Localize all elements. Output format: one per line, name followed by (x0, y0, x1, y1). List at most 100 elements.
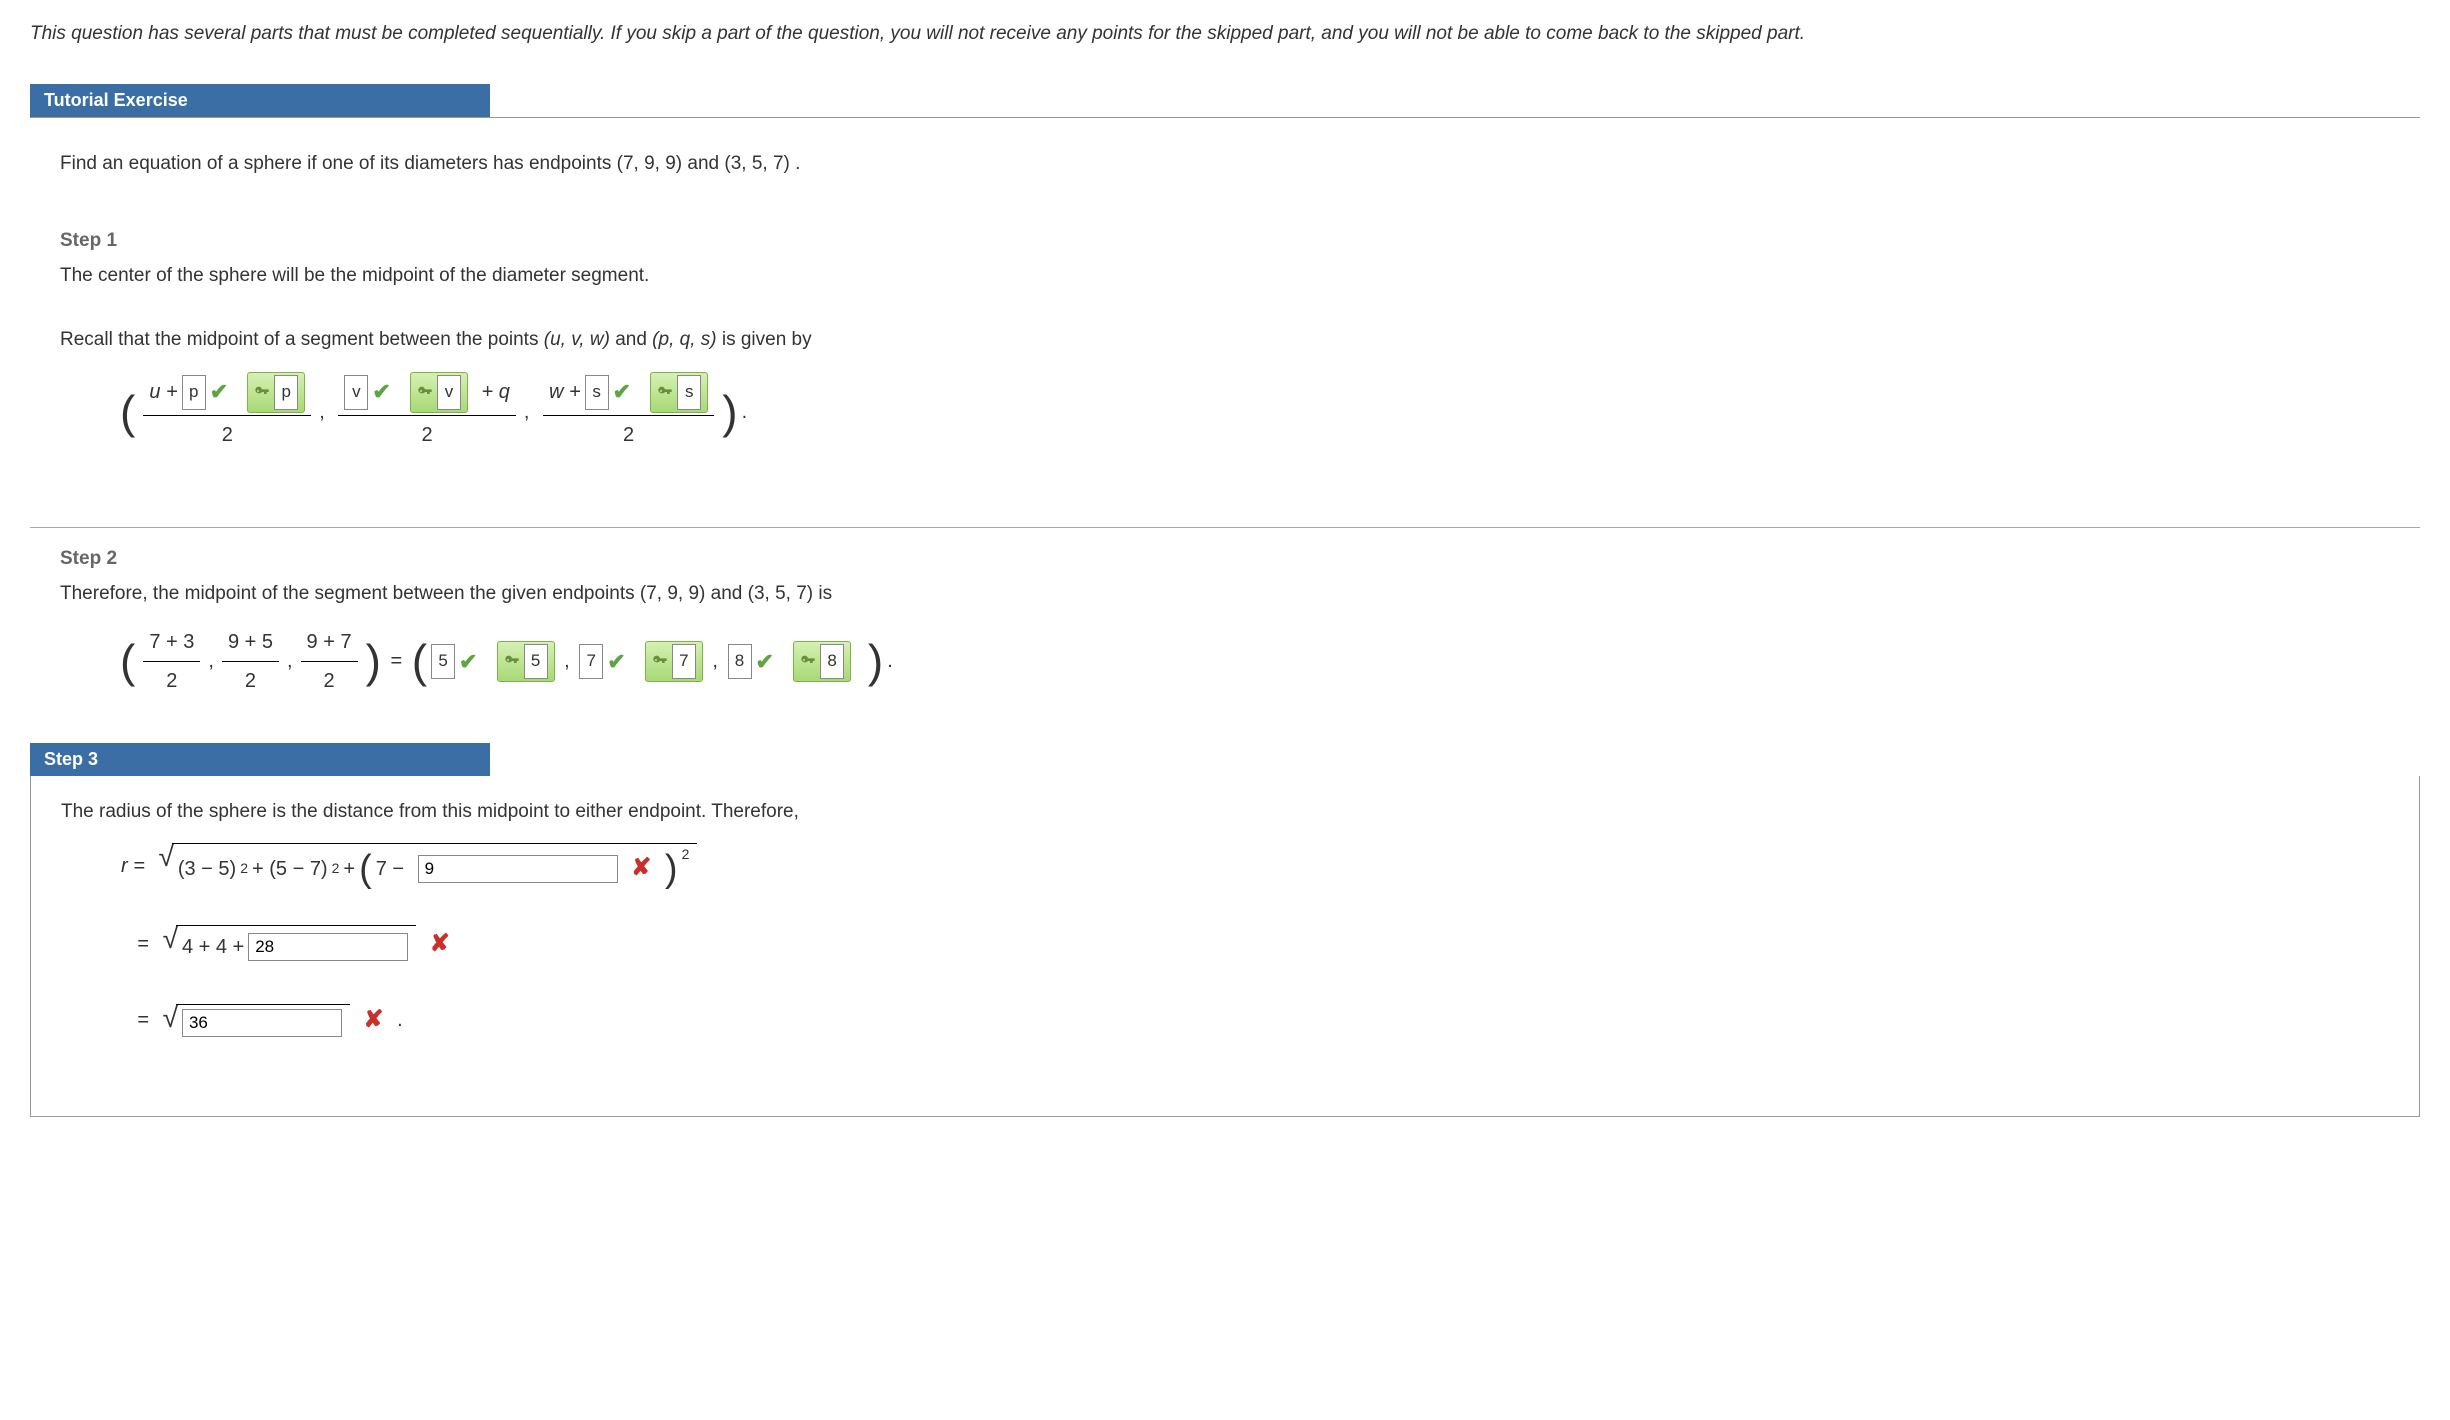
step1-formula: ( u + p ✔ p 2 , v ✔ (120, 372, 2390, 452)
comma: , (524, 395, 535, 429)
prompt-suffix: . (795, 153, 800, 174)
frac2-input[interactable]: v (344, 375, 368, 410)
prompt-point1: (7, 9, 9) (617, 153, 682, 174)
step3-content: The radius of the sphere is the distance… (31, 776, 2419, 1086)
prompt-text-1: Find an equation of a sphere if one of i… (60, 153, 617, 174)
sqrt1: √ (3 − 5)2 + (5 − 7)2 + ( 7 − ✘ )2 (158, 843, 697, 889)
expr-c: + (343, 852, 355, 886)
sq: 2 (240, 857, 248, 881)
close-paren: ) (665, 850, 678, 888)
comma: , (208, 644, 214, 678)
frac2-key: v (410, 372, 468, 413)
check-icon: ✔ (607, 643, 625, 680)
frac1: u + p ✔ p 2 (143, 372, 311, 452)
frac3-den: 2 (623, 416, 634, 452)
frac2-key-val: v (437, 375, 461, 410)
tutorial-header: Tutorial Exercise (30, 84, 490, 117)
comma: , (559, 644, 576, 678)
s2-ans2-input[interactable]: 7 (579, 644, 603, 679)
expr-a: (3 − 5) (178, 852, 236, 886)
s2-ans2-key: 7 (645, 641, 703, 682)
key-icon (652, 653, 668, 669)
prompt-text-2: and (687, 153, 724, 174)
step3-input1[interactable] (418, 855, 618, 883)
frac3-pre: w + (549, 375, 581, 409)
open-paren: ( (412, 638, 427, 684)
s2-frac1: 7 + 3 2 (143, 625, 200, 698)
step2-line1: Therefore, the midpoint of the segment b… (60, 578, 2390, 610)
step3-box: The radius of the sphere is the distance… (30, 776, 2420, 1117)
frac1-pre: u + (149, 375, 177, 409)
check-icon: ✔ (459, 643, 477, 680)
s2-ans1-key: 5 (497, 641, 555, 682)
sq: 2 (682, 843, 690, 867)
s2-frac3-num: 9 + 7 (301, 625, 358, 662)
s2-ans1-input[interactable]: 5 (431, 644, 455, 679)
frac2-den: 2 (422, 416, 433, 452)
period: . (397, 1003, 403, 1037)
cross-icon: ✘ (631, 848, 651, 889)
close-paren: ) (855, 638, 883, 684)
step3-input3[interactable] (182, 1009, 342, 1037)
tutorial-header-row: Tutorial Exercise (30, 84, 2420, 118)
step-divider (30, 527, 2420, 528)
s2-ans1-key-val: 5 (524, 644, 548, 679)
frac2-post: + q (482, 375, 510, 409)
open-paren: ( (120, 638, 135, 684)
step3-line1: The radius of the sphere is the distance… (61, 796, 2389, 828)
step1-line1: The center of the sphere will be the mid… (60, 260, 2390, 292)
step1-pqs: (p, q, s) (652, 329, 716, 350)
check-icon: ✔ (372, 373, 390, 410)
period: . (887, 644, 893, 678)
step1-line2-b: and (615, 329, 652, 350)
step1-content: The center of the sphere will be the mid… (30, 260, 2420, 497)
cross-icon: ✘ (430, 924, 450, 965)
step3-eq1: r = √ (3 − 5)2 + (5 − 7)2 + ( 7 − ✘ )2 (121, 843, 2389, 889)
frac1-den: 2 (222, 416, 233, 452)
step2-label: Step 2 (30, 548, 2420, 570)
step1-line2: Recall that the midpoint of a segment be… (60, 324, 2390, 356)
comma: , (319, 395, 330, 429)
close-paren: ) (722, 389, 737, 435)
seven-minus: 7 − (376, 852, 404, 886)
key-icon (800, 653, 816, 669)
step1-label: Step 1 (30, 230, 2420, 252)
frac1-input[interactable]: p (182, 375, 206, 410)
expr-b: + (5 − 7) (252, 852, 328, 886)
frac3: w + s ✔ s 2 (543, 372, 714, 452)
cross-icon: ✘ (364, 1000, 384, 1041)
check-icon: ✔ (756, 643, 774, 680)
comma: , (707, 644, 724, 678)
check-icon: ✔ (210, 373, 228, 410)
s2-frac2-num: 9 + 5 (222, 625, 279, 662)
step2-line1-b: and (711, 583, 748, 604)
frac3-input[interactable]: s (585, 375, 609, 410)
frac1-key: p (247, 372, 305, 413)
step2-line1-c: is (818, 583, 832, 604)
step3-input2[interactable] (248, 933, 408, 961)
step2-content: Therefore, the midpoint of the segment b… (30, 578, 2420, 743)
step2-formula: ( 7 + 3 2 , 9 + 5 2 , 9 + 7 2 ) = ( 5 ✔ … (120, 625, 2390, 698)
s2-frac2: 9 + 5 2 (222, 625, 279, 698)
s2-ans3-input[interactable]: 8 (728, 644, 752, 679)
step1-line2-c: is given by (722, 329, 812, 350)
period: . (742, 395, 748, 429)
sqrt3: √ (163, 1004, 350, 1037)
s2-frac3-den: 2 (324, 662, 335, 698)
open-paren: ( (120, 389, 135, 435)
step3-eq2: = √ 4 + 4 + ✘ (121, 924, 2389, 965)
step1-uvw: (u, v, w) (544, 329, 610, 350)
frac2: v ✔ v + q 2 (338, 372, 515, 452)
step3-eq3: = √ ✘ . (121, 1000, 2389, 1041)
sqrt2: √ 4 + 4 + (163, 925, 417, 964)
tutorial-prompt: Find an equation of a sphere if one of i… (30, 138, 2420, 210)
s2-ans3-key-val: 8 (820, 644, 844, 679)
open-paren: ( (359, 850, 372, 888)
prompt-point2: (3, 5, 7) (724, 153, 789, 174)
s2-frac2-den: 2 (245, 662, 256, 698)
step3-container: Step 3 The radius of the sphere is the d… (30, 743, 2420, 1117)
frac3-key: s (650, 372, 708, 413)
s2-frac1-num: 7 + 3 (143, 625, 200, 662)
close-paren: ) (366, 638, 381, 684)
frac1-key-val: p (274, 375, 298, 410)
